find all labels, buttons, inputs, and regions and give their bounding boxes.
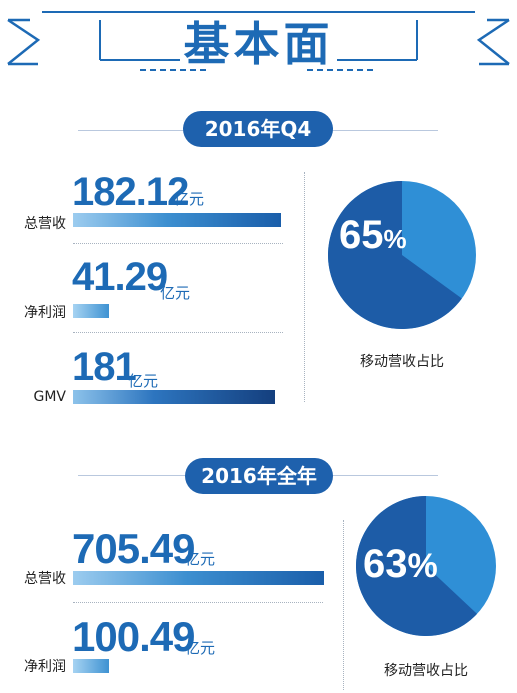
row-divider — [73, 243, 283, 244]
page-title: 基本面 — [183, 17, 334, 71]
stat-label: GMV — [33, 389, 66, 405]
stat-bar — [73, 304, 109, 318]
stat-value: 181 — [72, 345, 137, 389]
stat-bar — [73, 571, 324, 585]
stat-bar — [73, 659, 109, 673]
section-period-badge: 2016年Q4 — [183, 111, 333, 147]
pie-caption: 移动营收占比 — [360, 354, 444, 370]
stat-label: 总营收 — [24, 216, 66, 232]
pie-chart: 63% — [356, 496, 496, 636]
row-divider — [73, 602, 323, 603]
stat-unit: 亿元 — [185, 550, 216, 568]
stat-label: 净利润 — [24, 305, 66, 321]
pie-slice-main — [356, 496, 478, 636]
banner-ribbon-graphic — [7, 11, 510, 71]
pie-caption: 移动营收占比 — [384, 663, 468, 679]
stat-bar — [73, 213, 281, 227]
stat-value: 182.12 — [72, 170, 189, 214]
row-divider — [73, 332, 283, 333]
stat-unit: 亿元 — [174, 190, 205, 208]
title-banner: 基本面 — [0, 0, 517, 80]
stat-bar — [73, 390, 275, 404]
pie-percent: 65% — [339, 213, 407, 257]
column-divider — [343, 520, 344, 690]
stat-label: 净利润 — [24, 659, 66, 675]
pie-slice-main — [328, 181, 462, 329]
stat-value: 100.49 — [72, 613, 195, 660]
stat-value: 41.29 — [72, 255, 168, 299]
stat-value: 705.49 — [72, 525, 195, 572]
pie-chart: 65% — [328, 181, 476, 329]
stat-label: 总营收 — [24, 571, 66, 587]
stat-unit: 亿元 — [185, 639, 216, 657]
section-period-badge: 2016年全年 — [185, 458, 333, 494]
stat-unit: 亿元 — [160, 284, 191, 302]
pie-percent: 63% — [363, 542, 438, 586]
column-divider — [304, 172, 305, 402]
stat-unit: 亿元 — [128, 372, 159, 390]
